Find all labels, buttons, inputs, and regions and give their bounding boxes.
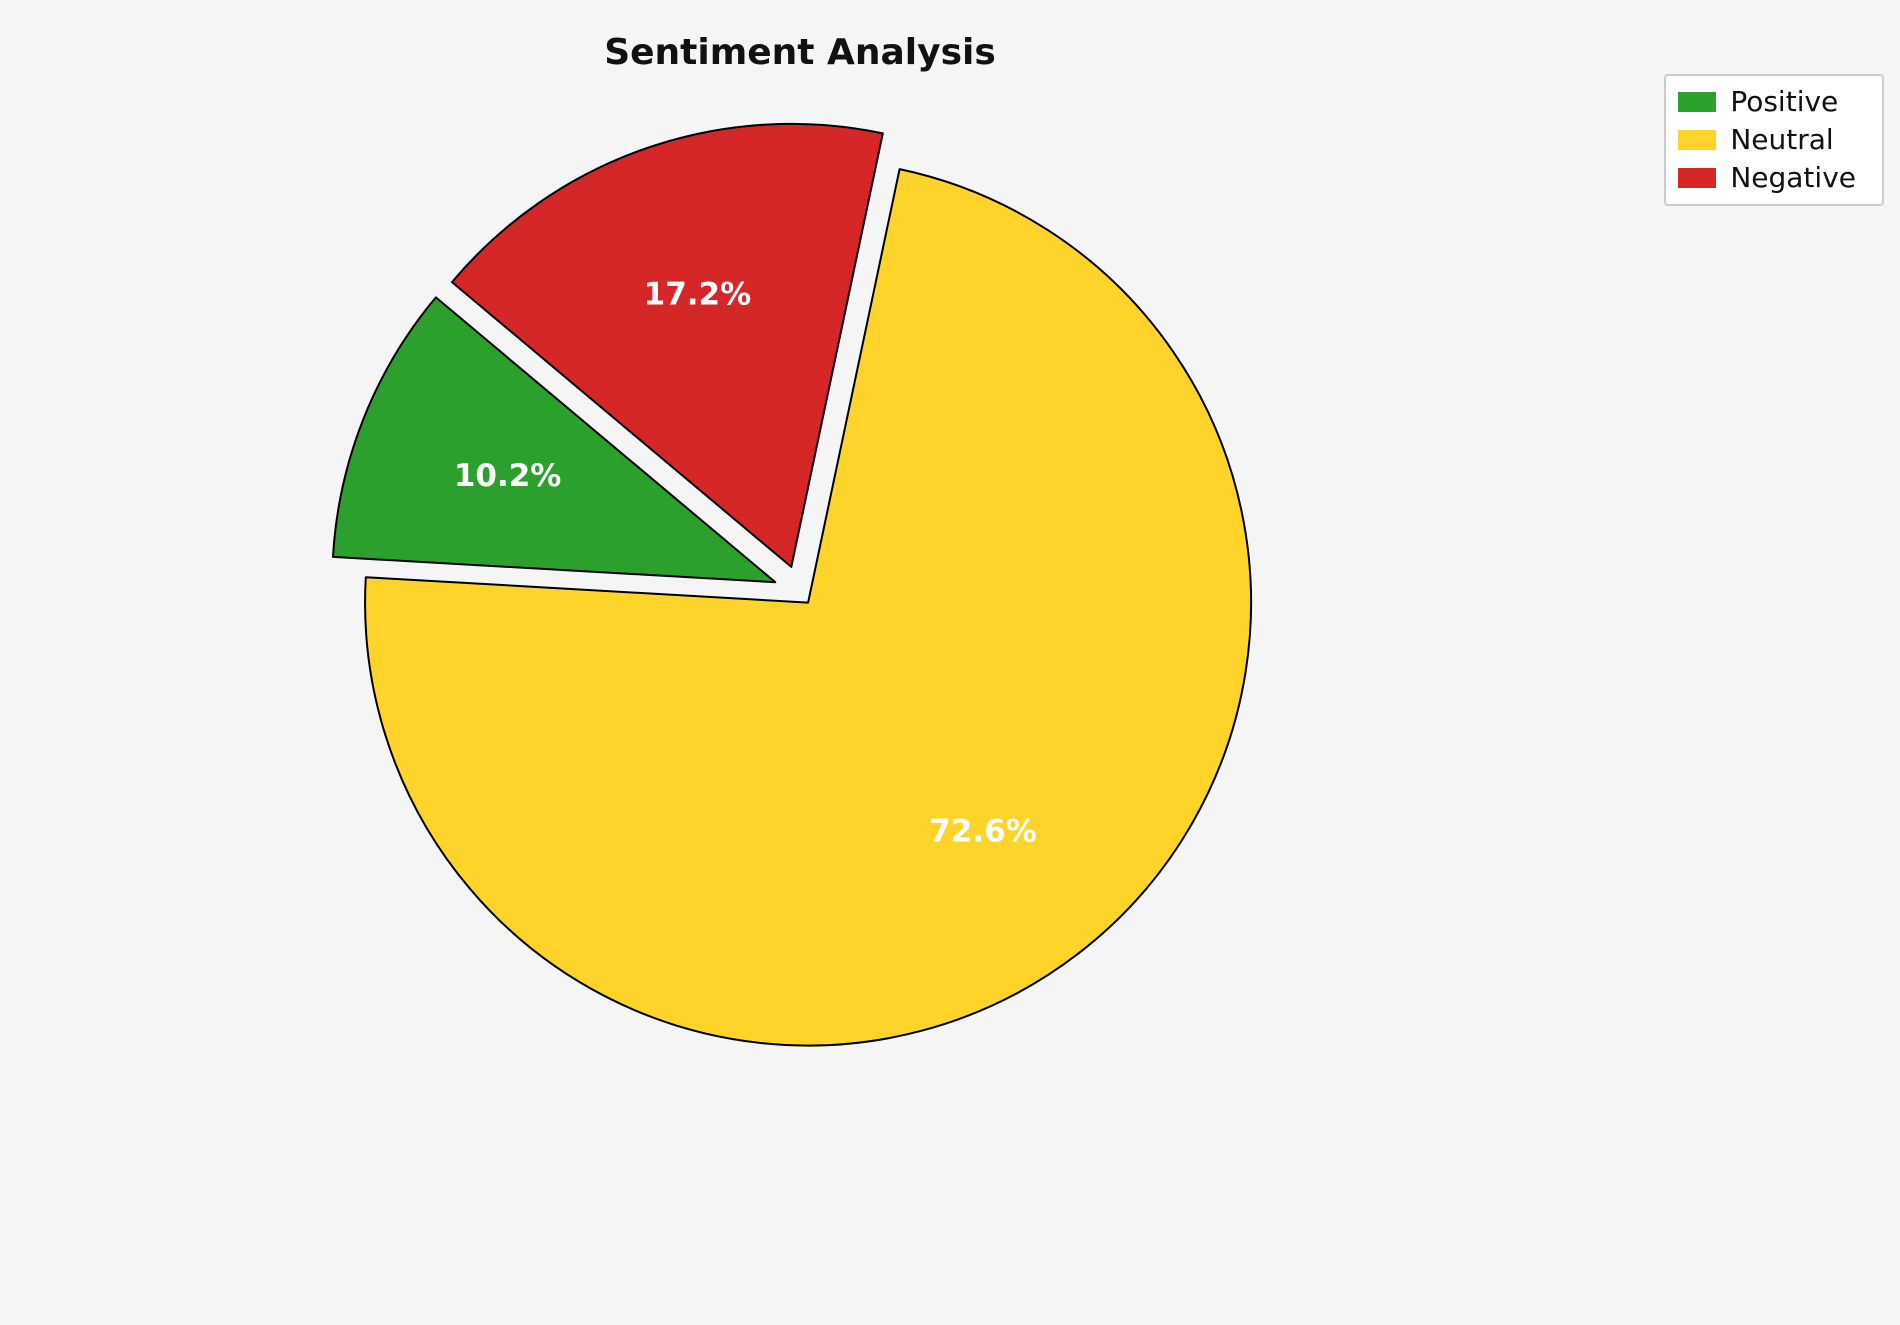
legend-label-neutral: Neutral — [1730, 123, 1834, 156]
legend-item-neutral: Neutral — [1678, 126, 1856, 154]
pie-slice-pct-positive: 10.2% — [454, 458, 562, 494]
legend-item-positive: Positive — [1678, 88, 1856, 116]
legend-label-positive: Positive — [1730, 85, 1839, 118]
legend-swatch-neutral — [1678, 130, 1717, 150]
pie-slice-pct-negative: 17.2% — [644, 277, 752, 313]
legend: Positive Neutral Negative — [1664, 74, 1884, 206]
pie-slice-positive — [332, 296, 777, 584]
pie-slice-neutral — [364, 168, 1253, 1047]
pie-slice-pct-neutral: 72.6% — [929, 813, 1037, 849]
legend-item-negative: Negative — [1678, 164, 1856, 192]
legend-label-negative: Negative — [1730, 161, 1856, 194]
chart-title: Sentiment Analysis — [604, 32, 996, 74]
legend-swatch-positive — [1678, 92, 1717, 112]
legend-swatch-negative — [1678, 168, 1717, 188]
pie-slice-negative — [451, 122, 884, 568]
